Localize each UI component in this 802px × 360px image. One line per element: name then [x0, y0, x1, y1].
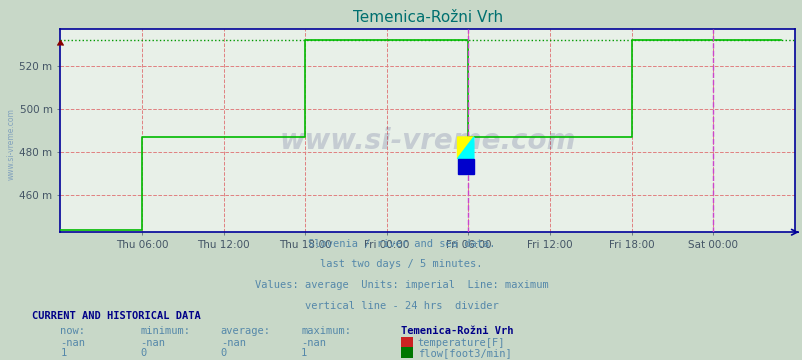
Bar — [457, 159, 473, 174]
Text: now:: now: — [60, 326, 85, 336]
Text: -nan: -nan — [60, 338, 85, 348]
Text: www.si-vreme.com: www.si-vreme.com — [6, 108, 15, 180]
Text: 0: 0 — [140, 348, 147, 359]
Title: Temenica-Rožni Vrh: Temenica-Rožni Vrh — [352, 10, 502, 25]
Text: www.si-vreme.com: www.si-vreme.com — [279, 127, 575, 155]
Text: Slovenia / river and sea data.: Slovenia / river and sea data. — [307, 239, 495, 249]
Text: 1: 1 — [301, 348, 307, 359]
Text: temperature[F]: temperature[F] — [417, 338, 504, 348]
Text: 1: 1 — [60, 348, 67, 359]
Polygon shape — [457, 137, 473, 159]
Polygon shape — [457, 137, 473, 159]
Text: CURRENT AND HISTORICAL DATA: CURRENT AND HISTORICAL DATA — [32, 311, 200, 321]
Text: -nan: -nan — [140, 338, 165, 348]
Text: flow[foot3/min]: flow[foot3/min] — [417, 348, 511, 359]
Text: Values: average  Units: imperial  Line: maximum: Values: average Units: imperial Line: ma… — [254, 280, 548, 291]
Text: minimum:: minimum: — [140, 326, 190, 336]
Text: average:: average: — [221, 326, 270, 336]
Text: last two days / 5 minutes.: last two days / 5 minutes. — [320, 260, 482, 270]
Text: vertical line - 24 hrs  divider: vertical line - 24 hrs divider — [304, 301, 498, 311]
Text: maximum:: maximum: — [301, 326, 350, 336]
Text: Temenica-Rožni Vrh: Temenica-Rožni Vrh — [401, 326, 513, 336]
Text: -nan: -nan — [301, 338, 326, 348]
Text: -nan: -nan — [221, 338, 245, 348]
Text: 0: 0 — [221, 348, 227, 359]
